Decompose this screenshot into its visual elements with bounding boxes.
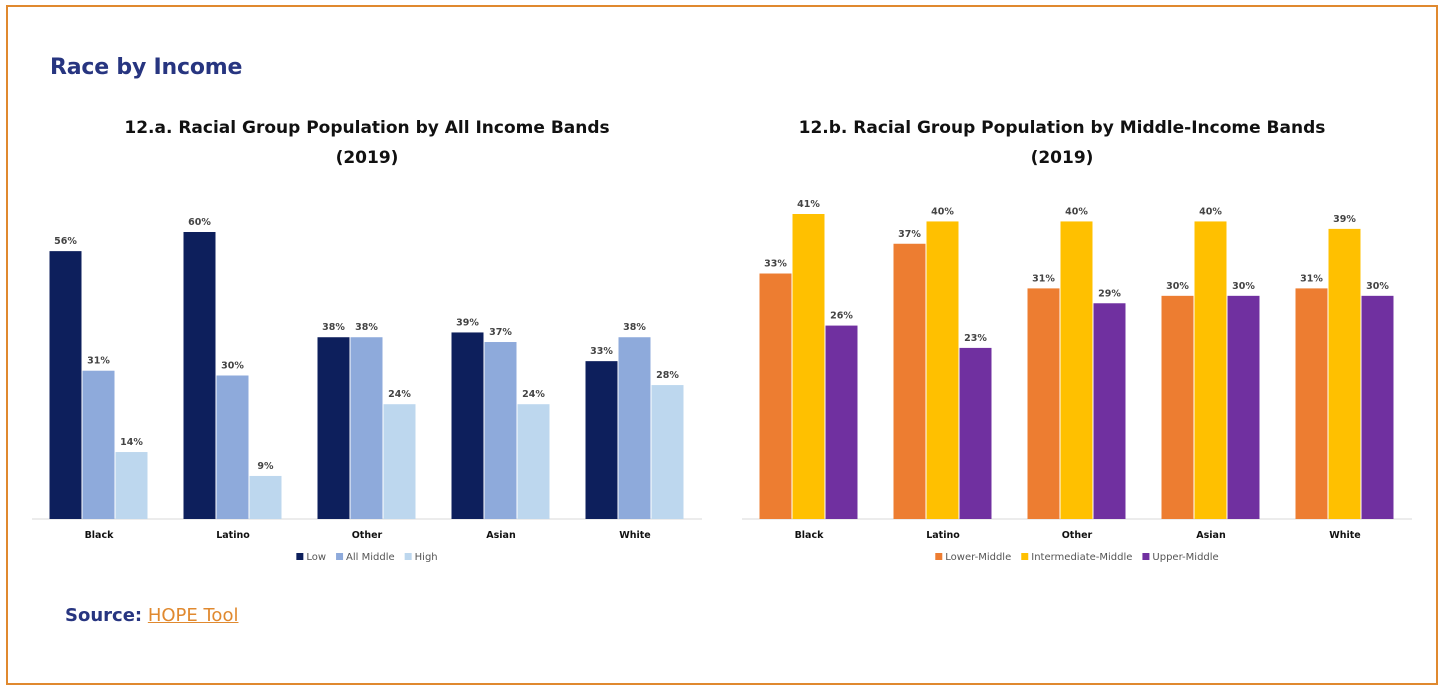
category-label: White: [619, 530, 650, 541]
source-link[interactable]: HOPE Tool: [147, 605, 239, 626]
data-label: 28%: [656, 370, 679, 381]
chart-title-line: 12.a. Racial Group Population by All Inc…: [124, 118, 609, 138]
bar-white-all-middle: [618, 337, 651, 519]
legend-label: Lower-Middle: [945, 552, 1011, 563]
data-label: 29%: [1098, 288, 1121, 299]
bar-latino-low: [183, 232, 216, 519]
bar-asian-all-middle: [484, 342, 517, 519]
bar-other-upper-middle: [1093, 303, 1126, 519]
data-label: 33%: [764, 259, 787, 270]
bar-latino-lower-middle: [893, 243, 926, 519]
bar-black-lower-middle: [759, 273, 792, 519]
bar-other-intermediate-middle: [1060, 221, 1093, 519]
data-label: 24%: [522, 389, 545, 400]
category-label: Black: [85, 530, 115, 541]
chart-b-plot: 12.b. Racial Group Population by Middle-…: [742, 118, 1412, 563]
data-label: 37%: [898, 229, 921, 240]
category-label: White: [1329, 530, 1360, 541]
bar-white-low: [585, 361, 618, 519]
category-label: Asian: [1196, 530, 1226, 541]
category-label: Other: [1062, 530, 1093, 541]
chart-title-line: (2019): [336, 148, 399, 168]
data-label: 14%: [120, 437, 143, 448]
source-line: Source: HOPE Tool: [65, 605, 238, 626]
category-label: Black: [795, 530, 825, 541]
data-label: 38%: [355, 322, 378, 333]
data-label: 39%: [456, 317, 479, 328]
bar-white-intermediate-middle: [1328, 228, 1361, 519]
data-label: 30%: [221, 361, 244, 372]
data-label: 30%: [1366, 281, 1389, 292]
bar-white-upper-middle: [1361, 295, 1394, 519]
data-label: 60%: [188, 217, 211, 228]
legend-label: High: [415, 552, 438, 563]
source-label: Source:: [65, 605, 143, 626]
bar-black-high: [115, 452, 148, 519]
section-title: Race by Income: [50, 55, 243, 80]
bar-other-low: [317, 337, 350, 519]
data-label: 41%: [797, 199, 820, 210]
legend-swatch: [1021, 553, 1029, 560]
bar-black-upper-middle: [825, 325, 858, 519]
bar-other-lower-middle: [1027, 288, 1060, 519]
data-label: 40%: [931, 206, 954, 217]
bar-black-all-middle: [82, 370, 115, 519]
data-label: 38%: [322, 322, 345, 333]
bar-asian-low: [451, 332, 484, 519]
category-label: Latino: [216, 530, 250, 541]
legend-swatch: [404, 553, 412, 560]
data-label: 9%: [257, 461, 274, 472]
legend-swatch: [1142, 553, 1150, 560]
legend-swatch: [935, 553, 943, 560]
bar-black-intermediate-middle: [792, 214, 825, 519]
data-label: 56%: [54, 236, 77, 247]
data-label: 40%: [1065, 206, 1088, 217]
bar-asian-intermediate-middle: [1194, 221, 1227, 519]
data-label: 39%: [1333, 214, 1356, 225]
bar-other-high: [383, 404, 416, 519]
bar-black-low: [49, 251, 82, 519]
bar-asian-high: [517, 404, 550, 519]
data-label: 31%: [87, 356, 110, 367]
data-label: 30%: [1166, 281, 1189, 292]
category-label: Latino: [926, 530, 960, 541]
data-label: 38%: [623, 322, 646, 333]
bar-latino-high: [249, 475, 282, 519]
legend-label: Low: [306, 552, 326, 563]
data-label: 26%: [830, 311, 853, 322]
legend-swatch: [336, 553, 344, 560]
data-label: 40%: [1199, 206, 1222, 217]
category-label: Other: [352, 530, 383, 541]
bar-latino-intermediate-middle: [926, 221, 959, 519]
category-label: Asian: [486, 530, 516, 541]
bar-white-high: [651, 385, 684, 519]
bar-latino-all-middle: [216, 375, 249, 519]
data-label: 33%: [590, 346, 613, 357]
bar-asian-lower-middle: [1161, 295, 1194, 519]
legend-label: Upper-Middle: [1152, 552, 1218, 563]
legend-swatch: [296, 553, 304, 560]
chart-title-line: 12.b. Racial Group Population by Middle-…: [799, 118, 1326, 138]
bar-asian-upper-middle: [1227, 295, 1260, 519]
legend-label: Intermediate-Middle: [1031, 552, 1132, 563]
data-label: 30%: [1232, 281, 1255, 292]
bar-other-all-middle: [350, 337, 383, 519]
data-label: 31%: [1032, 273, 1055, 284]
bar-white-lower-middle: [1295, 288, 1328, 519]
bar-latino-upper-middle: [959, 347, 992, 519]
legend-label: All Middle: [346, 552, 395, 563]
data-label: 24%: [388, 389, 411, 400]
chart-title-line: (2019): [1031, 148, 1094, 168]
data-label: 37%: [489, 327, 512, 338]
chart-a-plot: 12.a. Racial Group Population by All Inc…: [32, 118, 702, 563]
data-label: 31%: [1300, 273, 1323, 284]
data-label: 23%: [964, 333, 987, 344]
